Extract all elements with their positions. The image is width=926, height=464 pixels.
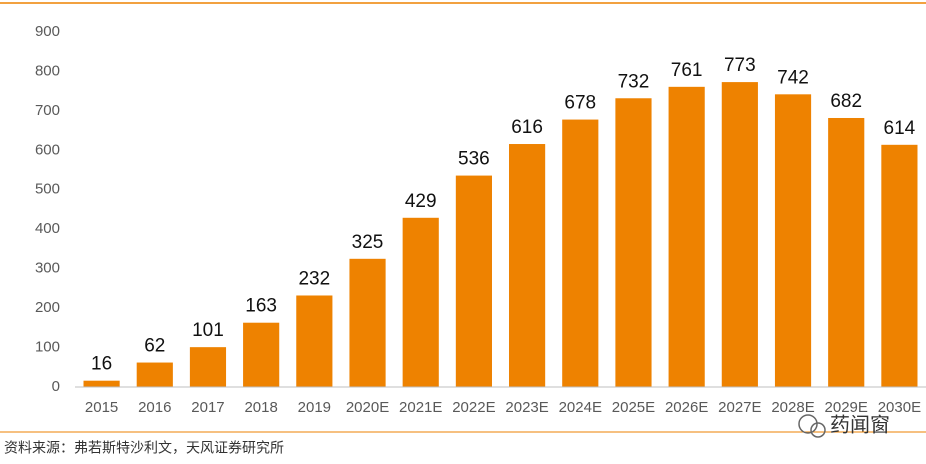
x-tick-label: 2026E xyxy=(665,399,708,416)
y-tick-label: 200 xyxy=(35,299,60,316)
bar xyxy=(828,117,865,387)
x-tick-label: 2023E xyxy=(505,399,548,416)
bar xyxy=(562,119,599,388)
value-label: 536 xyxy=(458,149,490,170)
value-label: 232 xyxy=(298,269,330,290)
y-tick-label: 700 xyxy=(35,102,60,119)
y-tick-label: 400 xyxy=(35,220,60,237)
x-tick-label: 2017 xyxy=(191,399,224,416)
x-tick-label: 2027E xyxy=(718,399,761,416)
bar xyxy=(881,144,918,387)
watermark-text: 药闻窗 xyxy=(830,413,890,436)
x-tick-label: 2021E xyxy=(399,399,442,416)
y-tick-label: 900 xyxy=(35,23,60,40)
x-tick-label: 2025E xyxy=(612,399,655,416)
y-tick-label: 600 xyxy=(35,141,60,158)
value-label: 429 xyxy=(405,191,437,212)
source-note: 资料来源：弗若斯特沙利文，天风证券研究所 xyxy=(4,440,284,456)
bar xyxy=(83,380,120,387)
x-tick-label: 2028E xyxy=(771,399,814,416)
value-label: 742 xyxy=(777,67,809,88)
bar xyxy=(721,82,758,387)
watermark: 药闻窗 xyxy=(798,413,890,438)
bar xyxy=(615,98,652,388)
bar xyxy=(402,217,439,387)
value-label: 16 xyxy=(91,354,112,375)
value-label: 682 xyxy=(830,91,862,112)
value-label: 614 xyxy=(884,118,916,139)
x-tick-label: 2018 xyxy=(244,399,277,416)
value-label: 678 xyxy=(564,93,596,114)
x-tick-label: 2030E xyxy=(878,399,921,416)
value-label: 101 xyxy=(192,320,224,341)
bar xyxy=(668,86,705,388)
y-tick-label: 800 xyxy=(35,62,60,79)
y-tick-label: 100 xyxy=(35,339,60,356)
value-label: 163 xyxy=(245,296,277,317)
bar xyxy=(189,347,227,387)
bar xyxy=(349,258,386,387)
bar xyxy=(509,144,546,387)
value-label: 773 xyxy=(724,55,756,76)
value-label: 732 xyxy=(618,71,650,92)
x-tick-label: 2019 xyxy=(298,399,331,416)
watermark-icon xyxy=(798,414,818,434)
bar xyxy=(243,322,280,387)
value-label: 62 xyxy=(144,336,165,357)
bar xyxy=(774,94,812,388)
x-tick-label: 2020E xyxy=(346,399,389,416)
watermark-icon xyxy=(810,422,826,438)
x-tick-label: 2015 xyxy=(85,399,118,416)
y-tick-label: 500 xyxy=(35,181,60,198)
y-tick-label: 0 xyxy=(52,378,60,395)
value-label: 616 xyxy=(511,117,543,138)
y-tick-label: 300 xyxy=(35,260,60,277)
bar xyxy=(296,295,333,387)
bar xyxy=(455,175,492,387)
value-label: 325 xyxy=(352,232,384,253)
bar xyxy=(136,362,173,387)
x-tick-label: 2016 xyxy=(138,399,171,416)
x-tick-label: 2029E xyxy=(825,399,868,416)
x-tick-label: 2022E xyxy=(452,399,495,416)
x-tick-label: 2024E xyxy=(559,399,602,416)
value-label: 761 xyxy=(671,60,703,81)
